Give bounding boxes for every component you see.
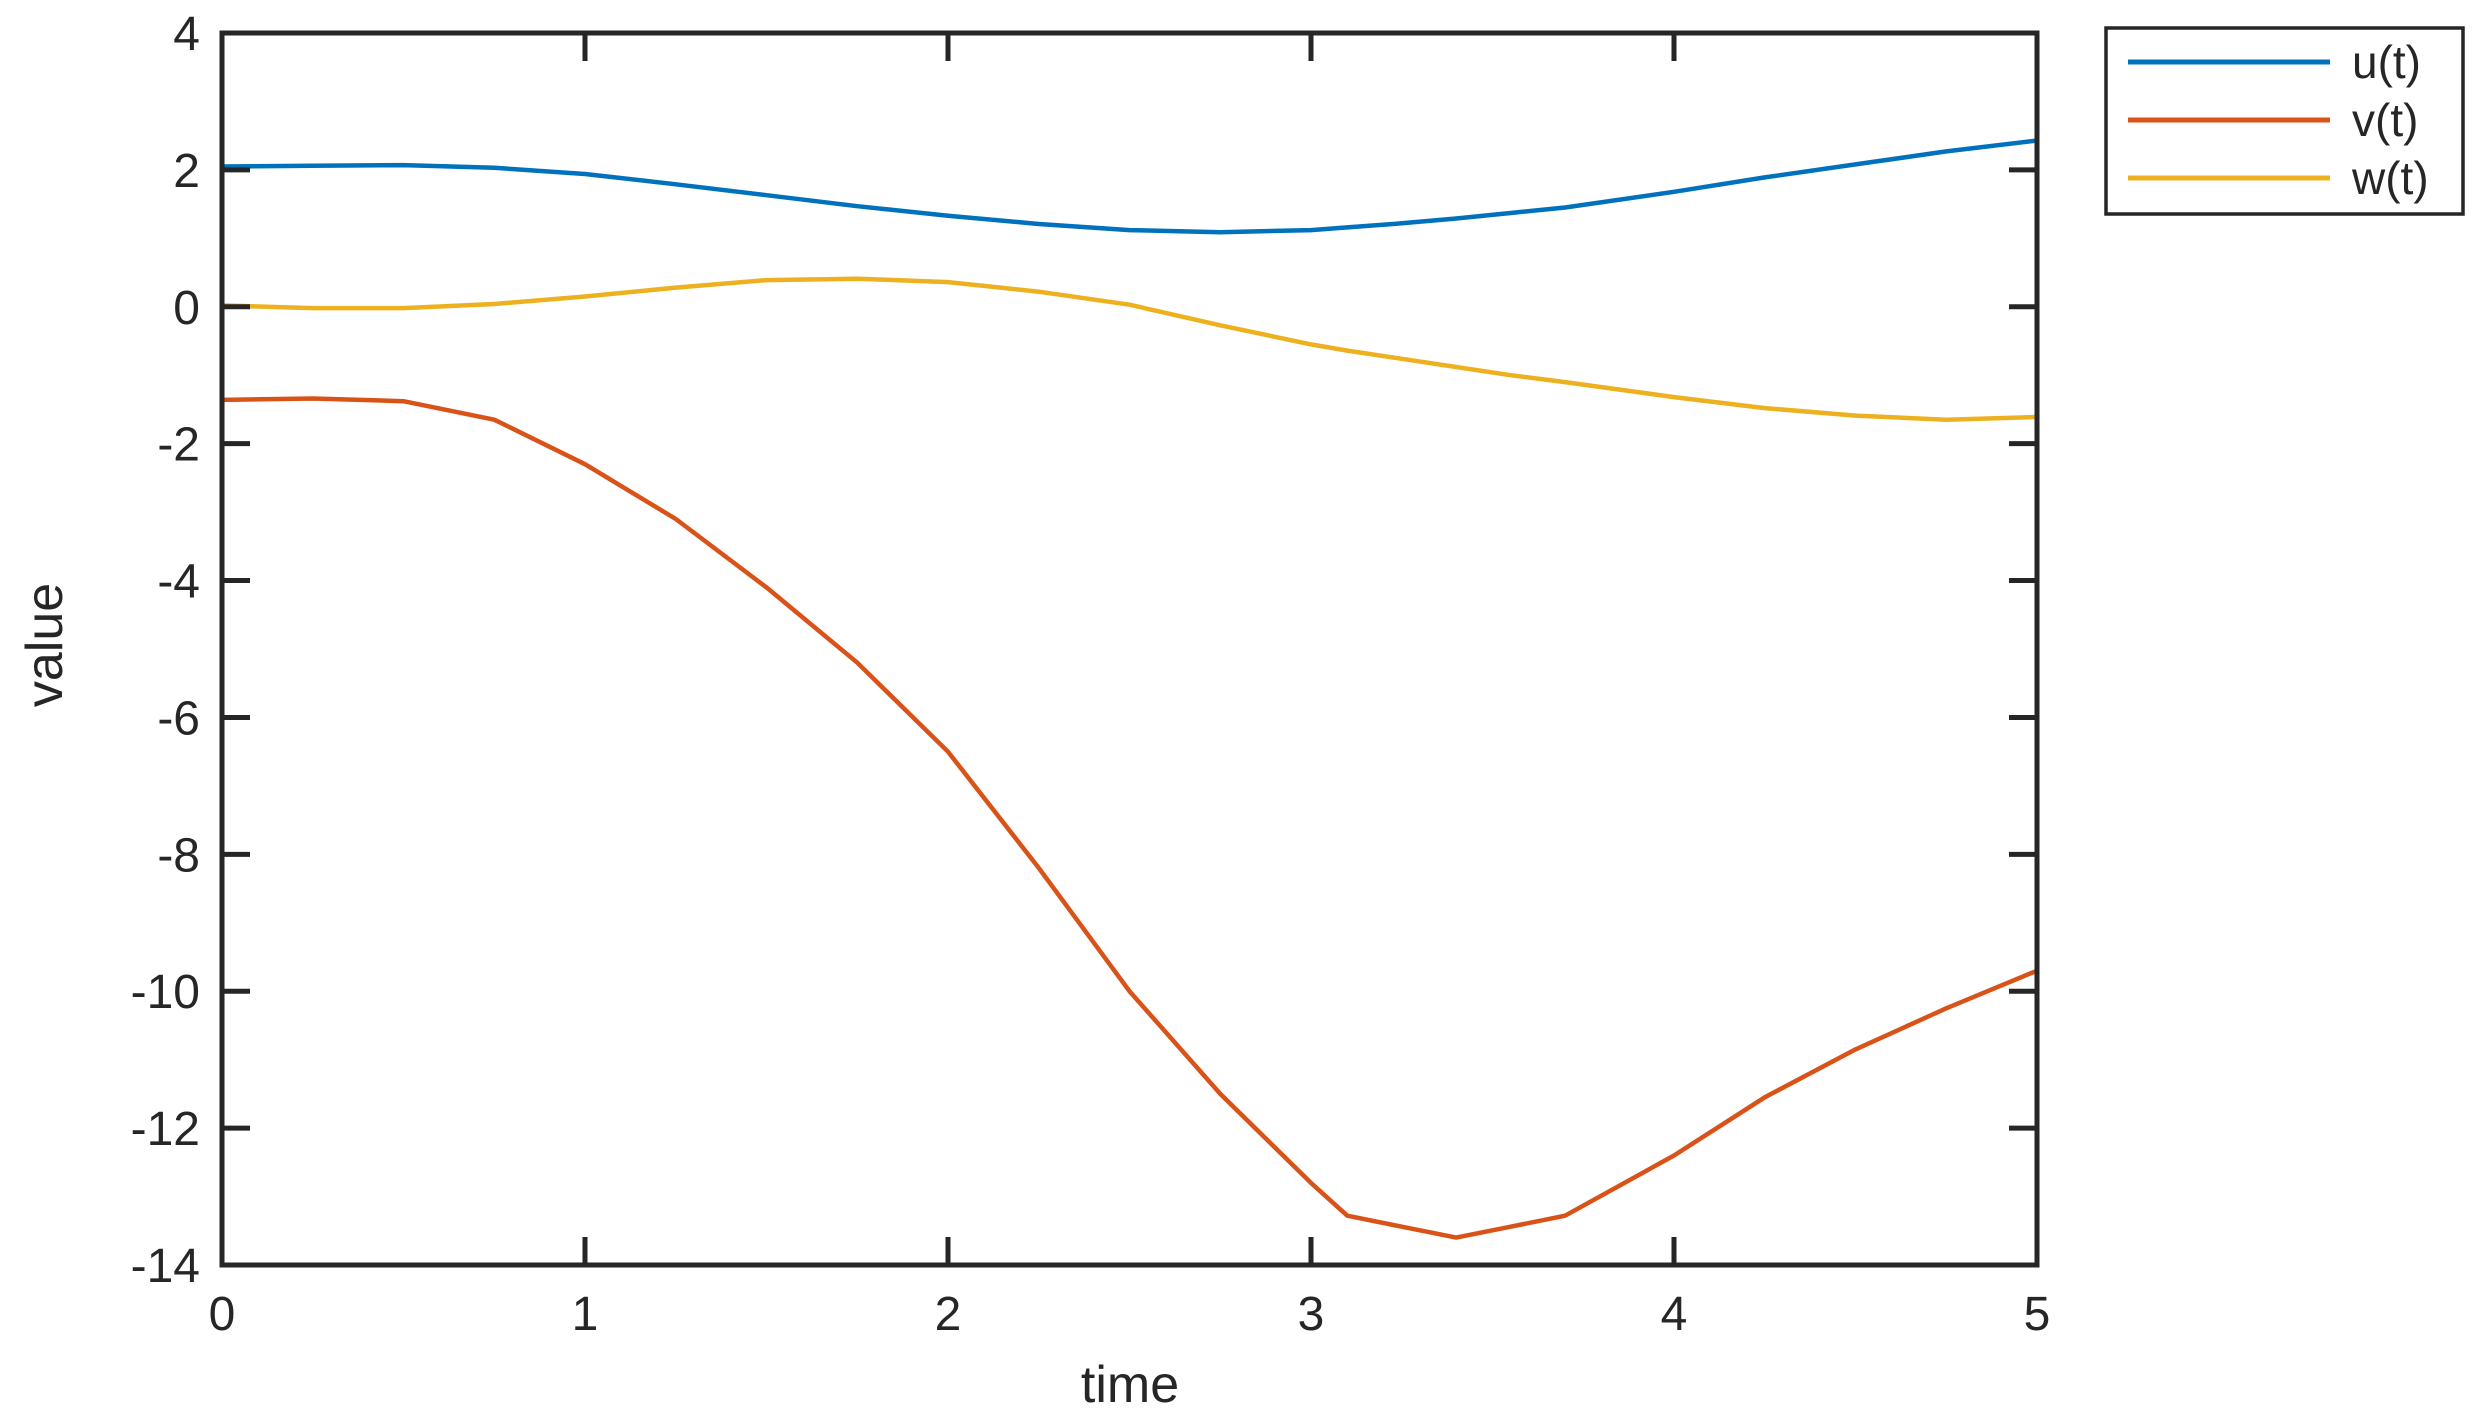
y-tick-label: 0 [173, 282, 200, 335]
legend-label-wt[interactable]: w(t) [2351, 152, 2429, 204]
y-tick-label: -4 [157, 556, 200, 609]
legend-label-ut[interactable]: u(t) [2352, 36, 2421, 88]
x-tick-label: 0 [209, 1288, 236, 1341]
x-tick-label: 1 [572, 1288, 599, 1341]
series-line-vt[interactable] [221, 396, 2038, 1240]
series-line-ut[interactable] [221, 138, 2038, 235]
x-tick-label: 5 [2024, 1288, 2051, 1341]
y-tick-label: -14 [131, 1240, 200, 1293]
y-tick-label: -2 [157, 419, 200, 472]
series-line-wt[interactable] [221, 276, 2038, 422]
legend-label-vt[interactable]: v(t) [2352, 94, 2418, 146]
y-tick-label: -10 [131, 966, 200, 1019]
y-tick-label: -6 [157, 692, 200, 745]
x-tick-label: 3 [1298, 1288, 1325, 1341]
y-tick-label: 2 [173, 145, 200, 198]
y-tick-label: -8 [157, 829, 200, 882]
y-tick-label: -12 [131, 1103, 200, 1156]
x-tick-label: 2 [935, 1288, 962, 1341]
plot-area-border [219, 30, 2040, 1268]
x-tick-label: 4 [1661, 1288, 1688, 1341]
x-axis-label: time [1081, 1356, 1179, 1414]
y-axis-label: value [16, 583, 74, 707]
y-tick-label: 4 [173, 8, 200, 61]
